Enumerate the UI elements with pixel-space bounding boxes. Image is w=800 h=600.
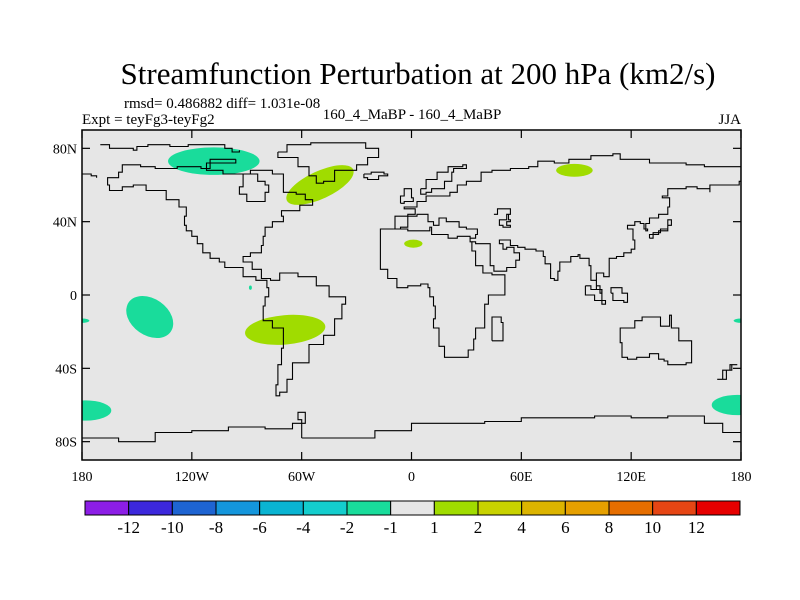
colorbar-swatch [128,500,173,516]
coastline-4 [363,171,389,181]
coastline-17 [717,364,738,380]
chart-title: Streamfunction Perturbation at 200 hPa (… [121,56,716,91]
coastline-21 [493,208,511,228]
anomaly-contour-1 [168,147,260,175]
anomaly-layer [82,147,741,421]
anomaly-contour-4 [711,394,741,416]
colorbar-swatch [302,500,348,516]
anomaly-contour-2 [126,295,174,339]
x-tick-label: 120W [175,470,210,485]
colorbar-swatch [346,500,392,516]
colorbar-label: -8 [209,518,223,537]
coastline-layer [82,142,741,443]
anomaly-contour-3 [82,400,112,421]
colorbar-label: 2 [474,518,483,537]
colorbar-label: 4 [517,518,526,537]
colorbar-swatch [652,500,697,516]
colorbar-label: -2 [340,518,354,537]
coastline-20 [238,173,270,203]
coastline-2 [107,158,347,397]
case-label: 160_4_MaBP - 160_4_MaBP [323,107,502,123]
anomaly-contour-8 [286,165,354,205]
coastline-11 [471,174,741,294]
colorbar-label: 12 [688,518,705,537]
coastline-3 [277,142,380,184]
x-tick-label: 180 [72,470,93,485]
x-tick-label: 180 [731,470,752,485]
coastline-18 [301,415,741,439]
colorbar-label: -1 [384,518,398,537]
colorbar-label: 10 [644,518,661,537]
colorbar-swatch [695,500,741,516]
x-axis: 180 120W 60W 0 60E 120E 180 [72,130,752,485]
x-tick-label: 0 [408,470,415,485]
colorbar-swatch [84,500,130,516]
colorbar-swatch [477,500,523,516]
coastline-8 [82,173,98,178]
colorbar-swatch [171,500,217,516]
colorbar: -12 -10 -8 -6 -4 -2 -1 1 2 4 6 8 10 12 [84,500,741,537]
anomaly-contour-5 [82,318,90,323]
colorbar-swatch [521,500,566,516]
y-tick-label: 40N [53,216,77,231]
anomaly-contour-6 [733,318,741,323]
colorbar-swatch [215,500,261,516]
y-axis: 80N 40N 0 40S 80S [53,142,741,451]
experiment-label: Expt = teyFg3-teyFg2 [82,112,215,128]
colorbar-label: 1 [430,518,439,537]
x-tick-label: 60W [288,470,316,485]
colorbar-label: -4 [296,518,311,537]
anomaly-contour-11 [404,239,423,248]
season-label: JJA [718,112,741,128]
colorbar-swatch [390,500,435,516]
coastline-7 [393,153,741,230]
stats-line: rmsd= 0.486882 diff= 1.031e-08 [124,96,320,112]
colorbar-label: -12 [117,518,140,537]
x-tick-label: 60E [510,470,533,485]
coastline-9 [393,213,478,239]
map-background [82,130,741,460]
coastline-19 [82,411,306,443]
colorbar-label: -6 [253,518,267,537]
colorbar-label: 6 [561,518,570,537]
coastline-10 [379,228,506,358]
coastline-15 [610,287,629,303]
colorbar-swatch [564,500,610,516]
y-tick-label: 40S [55,362,77,377]
anomaly-contour-9 [245,314,326,345]
coastline-6 [420,164,467,195]
colorbar-label: -10 [161,518,184,537]
y-tick-label: 80S [55,436,77,451]
colorbar-label: 8 [605,518,614,537]
coastline-5 [399,188,414,204]
y-tick-label: 0 [70,289,77,304]
anomaly-contour-10 [556,163,593,177]
colorbar-swatch [608,500,654,516]
coastline-13 [619,314,693,366]
x-tick-label: 120E [616,470,646,485]
coastline-12 [491,316,504,342]
coastline-14 [584,285,607,305]
anomaly-contour-7 [248,285,252,290]
coastline-1 [100,144,240,153]
y-tick-label: 80N [53,142,77,157]
colorbar-swatch [259,500,304,516]
colorbar-swatch [433,500,479,516]
coastline-16 [648,219,672,239]
